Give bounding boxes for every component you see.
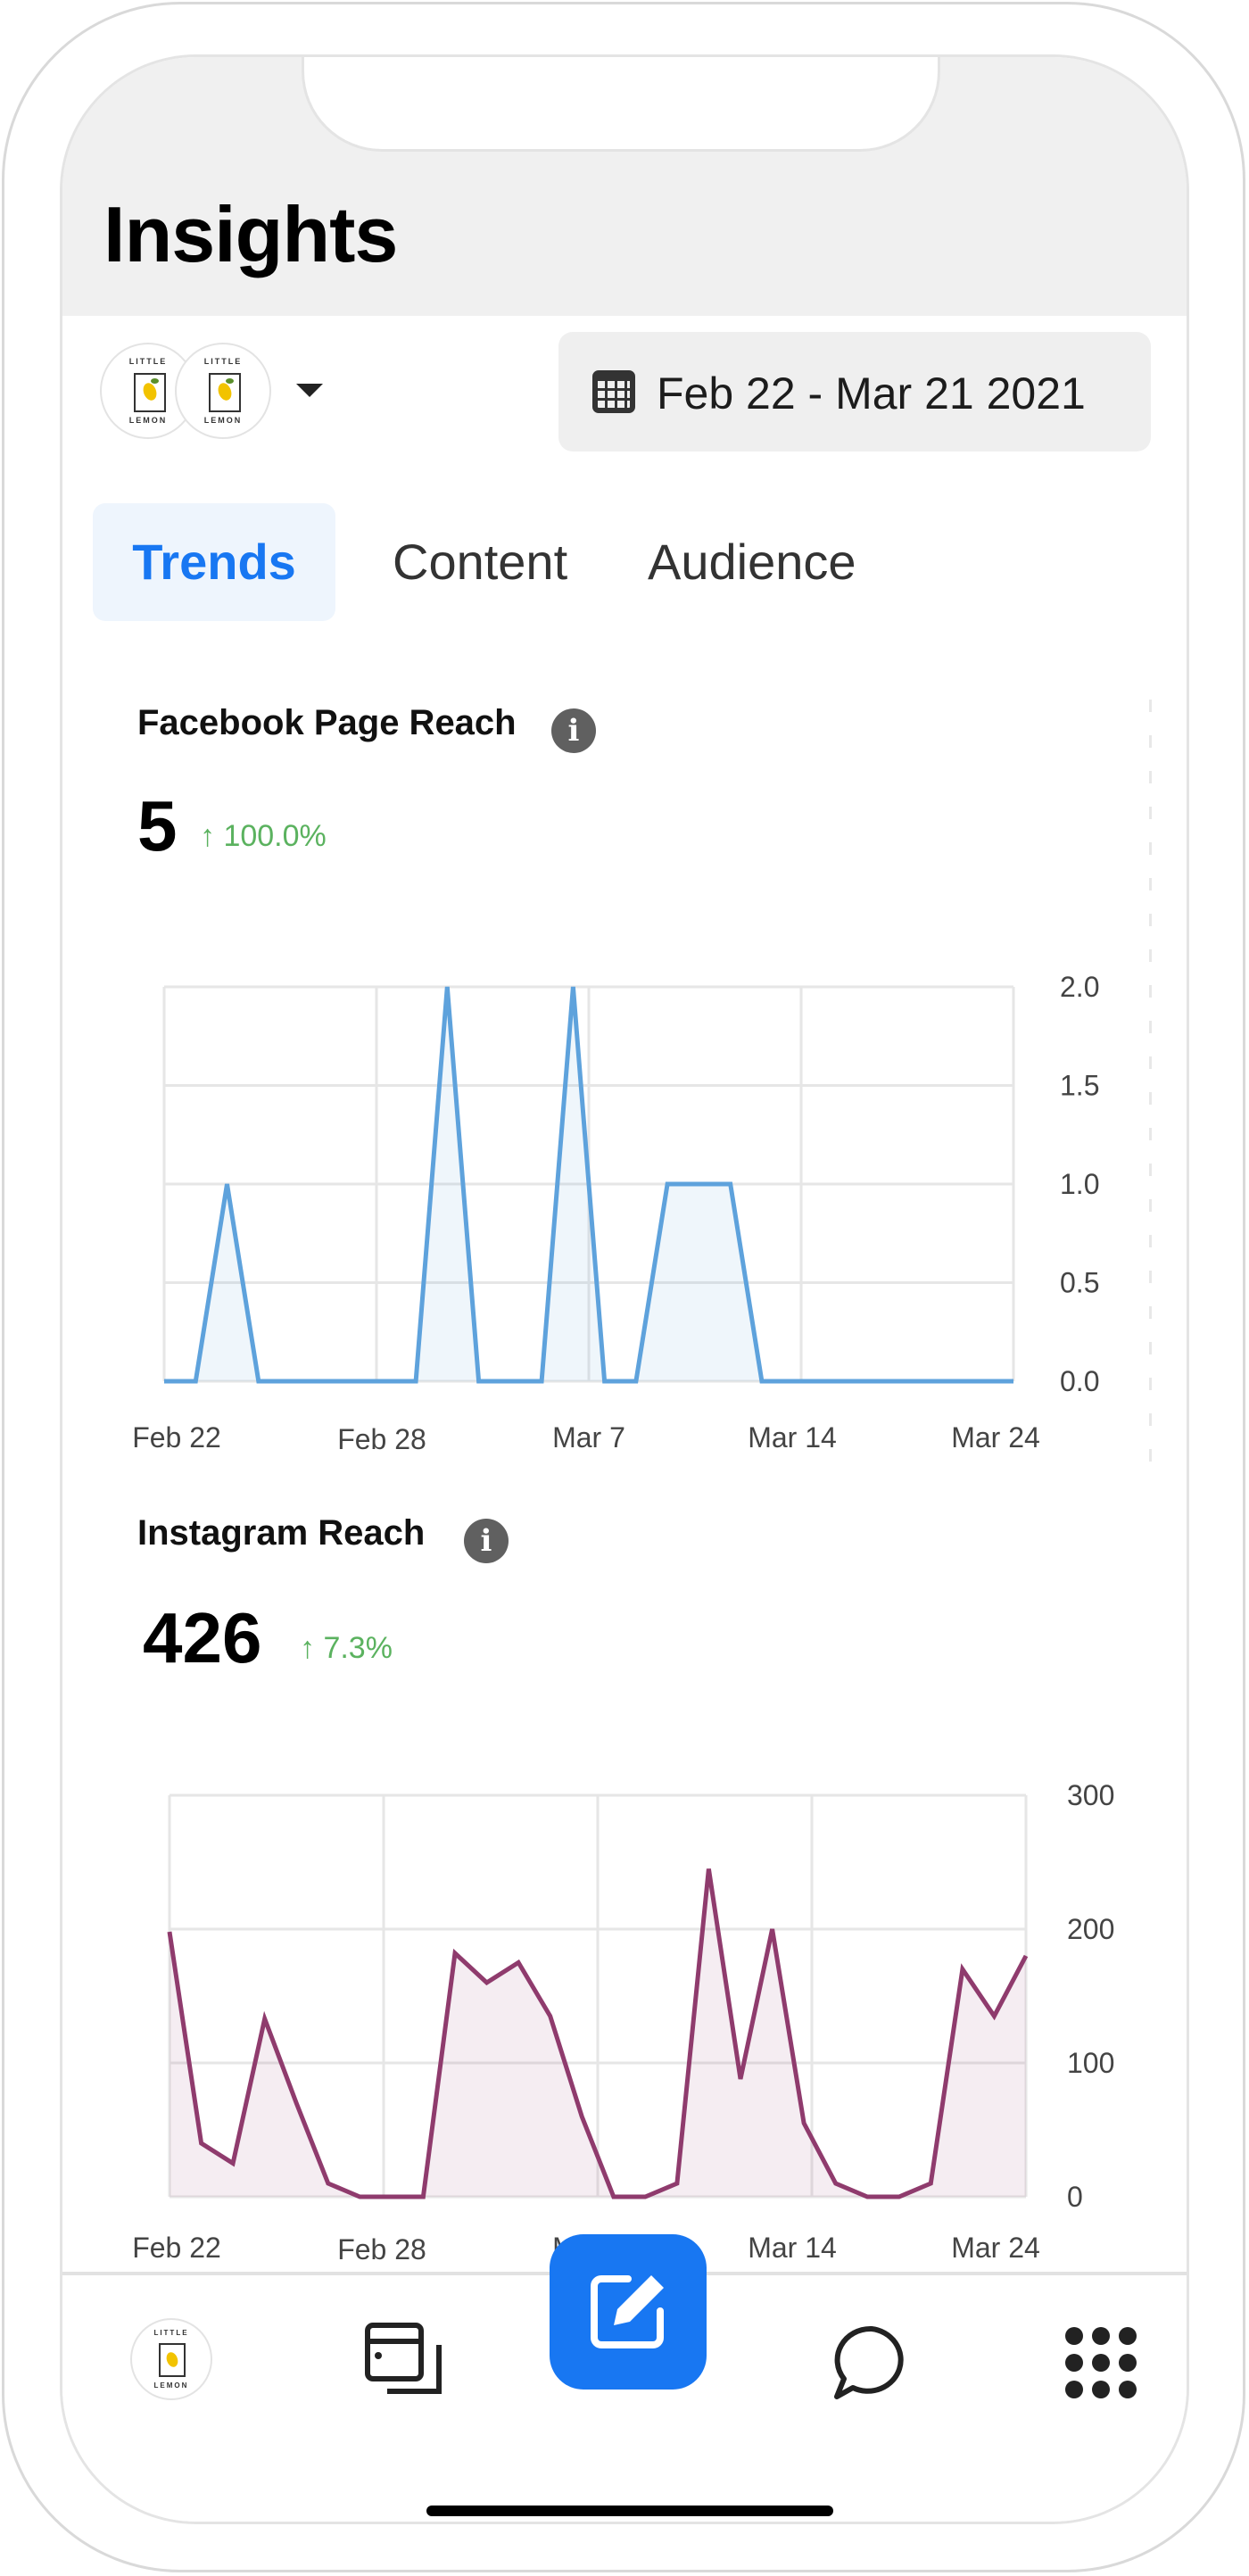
y-tick-label: 1.5 — [1060, 1070, 1099, 1102]
series-line — [164, 986, 1013, 1384]
instagram-reach-total: 426 — [143, 1598, 262, 1677]
instagram-reach-delta: ↑ 7.3% — [300, 1631, 393, 1666]
apps-grid-icon[interactable] — [1063, 2325, 1138, 2400]
facebook-reach-chart: 0.0 0.5 1.0 1.5 2.0 Feb 22 Feb 28 Mar 7 Mar 14 Ma… — [132, 971, 1099, 1455]
compose-post-button[interactable] — [550, 2234, 707, 2390]
lemon-logo-icon — [159, 2343, 186, 2377]
arrow-up-icon: ↑ — [200, 819, 215, 853]
avatar-logo-text-top: LITTLE — [203, 357, 243, 366]
edit-pencil-icon — [591, 2275, 664, 2348]
x-tick-label: Mar 14 — [748, 1421, 837, 1454]
info-icon[interactable]: i — [551, 708, 596, 753]
avatar-logo-text-bottom: LEMON — [203, 416, 243, 425]
page-title: Insights — [103, 190, 398, 278]
y-tick-label: 0.0 — [1060, 1365, 1099, 1397]
x-tick-label: Feb 22 — [132, 2232, 221, 2264]
tab-audience[interactable]: Audience — [648, 534, 856, 590]
instagram-reach-title: Instagram Reach — [137, 1513, 426, 1553]
tab-trends[interactable]: Trends — [93, 503, 335, 621]
y-tick-label: 1.0 — [1060, 1168, 1099, 1200]
facebook-reach-total: 5 — [137, 786, 178, 866]
x-tick-label: Mar 7 — [552, 1421, 625, 1454]
home-indicator — [426, 2506, 833, 2516]
posts-stack-icon[interactable] — [364, 2322, 444, 2402]
x-tick-label: Mar 14 — [748, 2232, 837, 2264]
x-tick-label: Mar 24 — [951, 2232, 1040, 2264]
y-tick-label: 2.0 — [1060, 971, 1099, 1003]
tab-content[interactable]: Content — [393, 534, 568, 590]
series-line — [167, 1868, 1029, 2199]
facebook-reach-title: Facebook Page Reach — [137, 703, 517, 742]
messages-bubble-icon[interactable] — [831, 2322, 912, 2402]
x-tick-label: Feb 28 — [337, 2233, 426, 2265]
x-tick-label: Feb 28 — [337, 1423, 426, 1455]
app-screen: Insights LITTLE LEMON LITTLE LEMON Feb 2… — [62, 57, 1187, 2522]
y-tick-label: 0.5 — [1060, 1267, 1099, 1299]
facebook-reach-delta: ↑ 100.0% — [200, 819, 327, 854]
page-header: Insights — [62, 57, 1187, 316]
account-avatar[interactable]: LITTLE LEMON — [175, 343, 271, 439]
series-area — [170, 1868, 1026, 2197]
scroll-edge-divider — [1149, 700, 1152, 1467]
device-notch — [302, 57, 940, 152]
avatar-logo-text-bottom: LEMON — [153, 2381, 189, 2390]
y-tick-label: 300 — [1067, 1779, 1114, 1811]
date-range-button[interactable]: Feb 22 - Mar 21 2021 — [558, 332, 1151, 451]
nav-profile-avatar[interactable]: LITTLE LEMON — [130, 2318, 212, 2400]
account-dropdown-chevron-icon[interactable] — [296, 384, 323, 397]
lemon-logo-icon — [209, 373, 241, 412]
y-tick-label: 0 — [1067, 2181, 1083, 2213]
lemon-logo-icon — [134, 373, 166, 412]
x-tick-label: Feb 22 — [132, 1421, 221, 1454]
facebook-delta-value: 100.0% — [223, 819, 327, 853]
y-tick-label: 200 — [1067, 1913, 1114, 1945]
y-tick-label: 100 — [1067, 2047, 1114, 2079]
arrow-up-icon: ↑ — [300, 1631, 315, 1665]
avatar-logo-text-bottom: LEMON — [128, 416, 168, 425]
x-tick-label: Mar 24 — [951, 1421, 1040, 1454]
info-icon[interactable]: i — [464, 1519, 509, 1563]
avatar-logo-text-top: LITTLE — [153, 2329, 189, 2337]
calendar-icon — [592, 370, 635, 413]
instagram-delta-value: 7.3% — [323, 1631, 393, 1665]
avatar-logo-text-top: LITTLE — [128, 357, 168, 366]
date-range-label: Feb 22 - Mar 21 2021 — [657, 369, 1086, 418]
